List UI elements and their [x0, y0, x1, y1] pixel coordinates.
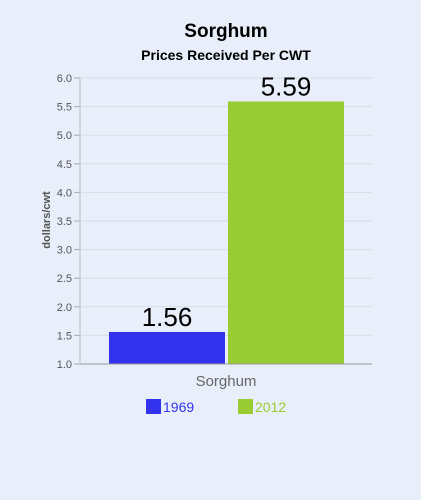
- y-tick-label: 6.0: [57, 73, 72, 85]
- chart-subtitle: Prices Received Per CWT: [141, 47, 311, 63]
- legend-swatch-2012: [238, 399, 253, 414]
- y-tick-label: 3.0: [57, 245, 72, 257]
- legend-label-2012: 2012: [255, 399, 286, 415]
- legend-swatch-1969: [146, 399, 161, 414]
- y-tick-label: 5.5: [57, 102, 72, 114]
- data-labels: 1.56 5.59: [142, 71, 312, 332]
- bar-1969: [109, 331, 225, 364]
- y-tick-label: 3.5: [57, 216, 72, 228]
- chart-title: Sorghum: [184, 21, 267, 42]
- legend-label-1969: 1969: [163, 399, 194, 415]
- y-tick-label: 4.5: [57, 159, 72, 171]
- y-tick-label: 1.5: [57, 330, 72, 342]
- bar-2012: [228, 101, 344, 365]
- x-category-label: Sorghum: [196, 373, 257, 390]
- y-tick-label: 5.0: [57, 130, 72, 142]
- data-label-1969: 1.56: [142, 302, 193, 332]
- data-label-2012: 5.59: [261, 71, 312, 101]
- y-tick-label: 1.0: [57, 359, 72, 371]
- y-axis-label: dollars/cwt: [41, 191, 53, 249]
- y-axis-ticks: 1.0 1.5 2.0 2.5 3.0 3.5 4.0 4.5 5.0 5.5 6.0: [57, 73, 80, 371]
- bars: [109, 101, 344, 365]
- y-tick-label: 2.0: [57, 302, 72, 314]
- y-tick-label: 2.5: [57, 273, 72, 285]
- y-tick-label: 4.0: [57, 187, 72, 199]
- legend: 1969 2012: [146, 399, 286, 415]
